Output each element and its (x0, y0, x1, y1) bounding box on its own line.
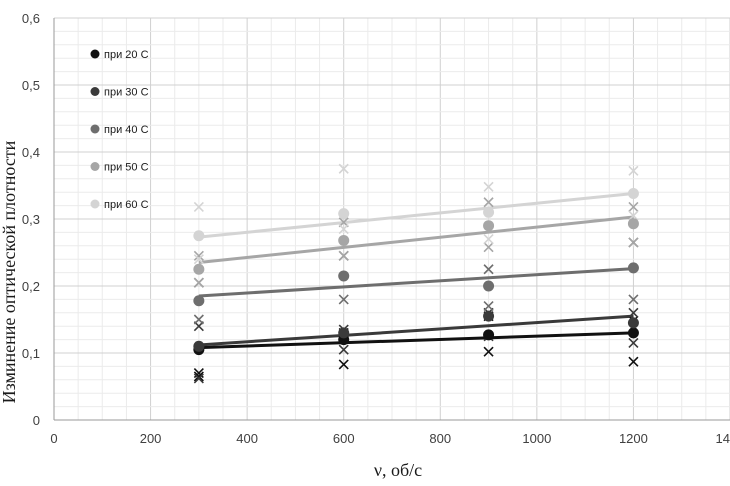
x-tick-label: 400 (236, 431, 258, 446)
error-marker (338, 250, 349, 261)
legend-marker (90, 199, 100, 209)
error-marker (483, 234, 494, 245)
mean-point (193, 340, 205, 352)
error-marker (483, 242, 494, 253)
x-tick-label: 1000 (522, 431, 551, 446)
legend-label: при 60 С (104, 199, 149, 211)
error-marker (483, 346, 494, 357)
error-marker (193, 201, 204, 213)
x-tick-label: 200 (140, 431, 162, 446)
error-marker (193, 373, 204, 384)
mean-point (483, 280, 495, 292)
mean-point (338, 234, 350, 246)
mean-point (338, 327, 350, 339)
trend-line (198, 314, 634, 347)
y-tick-label: 0 (33, 413, 40, 428)
y-tick-label: 0,3 (22, 212, 40, 227)
x-tick-label: 1200 (619, 431, 648, 446)
error-marker (483, 264, 494, 275)
error-marker (193, 371, 204, 382)
trend-line (198, 192, 634, 239)
error-marker (483, 197, 494, 208)
error-marker (483, 301, 494, 312)
legend-marker (90, 124, 100, 134)
error-marker (483, 181, 494, 192)
error-marker (338, 344, 349, 355)
mean-point (483, 329, 495, 341)
y-tick-label: 0,1 (22, 346, 40, 361)
error-marker (338, 163, 349, 174)
error-marker (338, 294, 349, 305)
legend-marker (90, 49, 100, 59)
error-marker (193, 314, 204, 325)
axes (53, 18, 730, 421)
legend-marker (90, 162, 100, 171)
mean-point (338, 208, 350, 220)
mean-point (627, 188, 639, 200)
mean-point (627, 218, 639, 230)
mean-point (193, 263, 205, 275)
legend: при 20 С при 30 С при 40 С при 50 С при 60 С (90, 49, 149, 211)
error-marker (338, 359, 349, 370)
y-tick-label: 0,5 (22, 78, 40, 93)
trend-line (198, 331, 634, 350)
trend-line (198, 215, 634, 265)
mean-point (483, 220, 495, 232)
x-tick-label: 800 (429, 431, 451, 446)
mean-point (338, 270, 350, 282)
mean-point (483, 310, 495, 322)
legend-label: при 20 С (104, 49, 149, 61)
legend-marker (90, 87, 100, 96)
error-marker (628, 210, 639, 221)
x-tick-label: 600 (333, 431, 355, 446)
legend-label: при 50 С (104, 162, 149, 174)
error-marker (628, 237, 639, 248)
mean-point (193, 230, 205, 242)
error-marker (628, 165, 639, 176)
mean-point (627, 317, 639, 329)
error-marker (193, 277, 204, 288)
legend-label: при 40 С (104, 124, 149, 136)
error-marker (628, 307, 639, 318)
mean-point (193, 295, 205, 307)
trend-lines (198, 192, 634, 350)
error-marker (628, 294, 639, 305)
error-marker (338, 223, 349, 235)
y-axis-label: Изминение оптической плотности (0, 140, 19, 403)
legend-label: при 30 С (104, 87, 149, 99)
mean-point (627, 262, 639, 274)
mean-points (193, 188, 639, 356)
error-marker (628, 356, 639, 367)
mean-point (483, 206, 495, 218)
error-marker (628, 337, 639, 349)
x-tick-label: 0 (50, 431, 57, 446)
error-marker (628, 201, 639, 213)
trend-line (198, 267, 634, 298)
x-axis-label: ν, об/с (374, 460, 422, 480)
mean-point (627, 327, 639, 339)
error-marker (193, 250, 204, 261)
y-tick-label: 0,4 (22, 145, 40, 160)
y-tick-label: 0,2 (22, 279, 40, 294)
y-tick-label: 0,6 (22, 11, 40, 26)
error-marker (193, 254, 204, 265)
